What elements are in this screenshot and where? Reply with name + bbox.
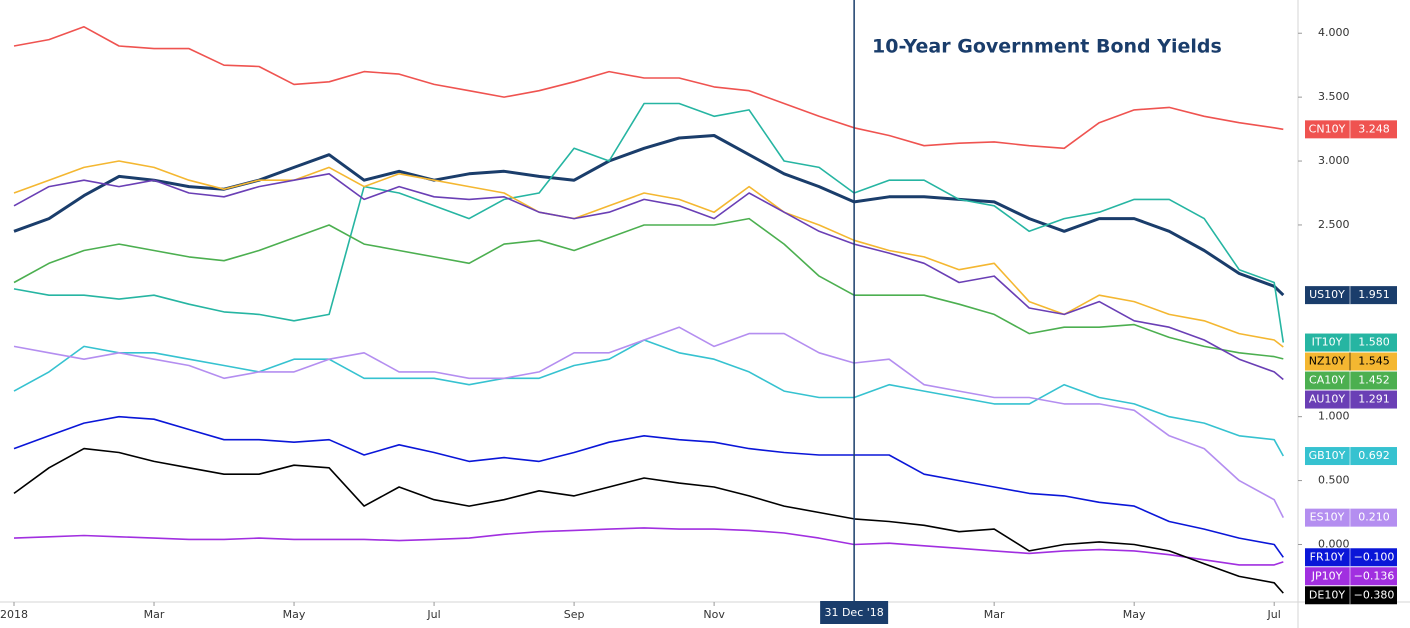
x-tick-label: Nov bbox=[703, 608, 725, 621]
value-label: 1.580 bbox=[1358, 336, 1390, 349]
x-tick-label: Mar bbox=[984, 608, 1005, 621]
legend-name: JP10Y bbox=[1311, 569, 1343, 582]
series-line bbox=[13, 26, 1284, 150]
legend-box bbox=[1305, 508, 1397, 527]
legend-box bbox=[1305, 447, 1397, 466]
legend-name: AU10Y bbox=[1309, 393, 1346, 406]
y-tick-label: 1.000 bbox=[1318, 410, 1350, 423]
y-tick-label: 4.000 bbox=[1318, 26, 1350, 39]
series-line bbox=[13, 173, 1284, 381]
series-line bbox=[13, 447, 1284, 594]
x-tick-label: Jul bbox=[1267, 608, 1281, 621]
value-label: −0.100 bbox=[1354, 550, 1395, 563]
series-line bbox=[13, 217, 1284, 360]
chart-title: 10-Year Government Bond Yields bbox=[872, 36, 1222, 58]
x-tick-label: Jul bbox=[426, 608, 440, 621]
value-label: 1.951 bbox=[1358, 288, 1390, 301]
legend-box bbox=[1305, 120, 1397, 139]
value-label: 0.692 bbox=[1358, 449, 1390, 462]
legend-name: ES10Y bbox=[1310, 511, 1345, 524]
series-line bbox=[13, 415, 1284, 558]
value-label: −0.136 bbox=[1354, 569, 1395, 582]
x-tick-label: Mar bbox=[144, 608, 165, 621]
legend-name: DE10Y bbox=[1309, 588, 1345, 601]
x-tick-label: Sep bbox=[564, 608, 585, 621]
legend-box bbox=[1305, 390, 1397, 409]
series-line bbox=[13, 326, 1285, 518]
legend-name: IT10Y bbox=[1312, 336, 1343, 349]
legend-box bbox=[1305, 567, 1397, 586]
series-line bbox=[13, 102, 1285, 343]
legend-box bbox=[1305, 286, 1397, 305]
value-label: 3.248 bbox=[1358, 122, 1390, 135]
legend-name: CA10Y bbox=[1309, 374, 1345, 387]
legend-name: FR10Y bbox=[1310, 550, 1345, 563]
value-label: 1.291 bbox=[1358, 393, 1390, 406]
x-tick-label: May bbox=[283, 608, 306, 621]
date-marker-label: 31 Dec '18 bbox=[824, 606, 883, 619]
value-label: 1.545 bbox=[1358, 355, 1390, 368]
y-tick-label: 2.500 bbox=[1318, 218, 1350, 231]
x-tick-label: 2018 bbox=[0, 608, 28, 621]
legend-box bbox=[1305, 586, 1397, 605]
series-line bbox=[13, 339, 1284, 457]
value-label: 0.210 bbox=[1358, 511, 1390, 524]
x-tick-label: May bbox=[1123, 608, 1146, 621]
value-label: −0.380 bbox=[1354, 588, 1395, 601]
legend-name: NZ10Y bbox=[1309, 355, 1346, 368]
value-label: 1.452 bbox=[1358, 374, 1390, 387]
y-tick-label: 0.500 bbox=[1318, 474, 1350, 487]
y-tick-label: 3.000 bbox=[1318, 154, 1350, 167]
y-tick-label: 0.000 bbox=[1318, 537, 1350, 550]
legend-name: GB10Y bbox=[1309, 449, 1346, 462]
legend-box bbox=[1305, 352, 1397, 371]
series-line bbox=[13, 527, 1284, 566]
legend-box bbox=[1305, 333, 1397, 352]
legend-name: CN10Y bbox=[1309, 122, 1346, 135]
y-tick-label: 3.500 bbox=[1318, 90, 1350, 103]
legend-name: US10Y bbox=[1309, 288, 1345, 301]
legend-box bbox=[1305, 371, 1397, 390]
legend-box bbox=[1305, 548, 1397, 567]
date-marker-box bbox=[820, 601, 889, 624]
series-line bbox=[13, 160, 1284, 348]
